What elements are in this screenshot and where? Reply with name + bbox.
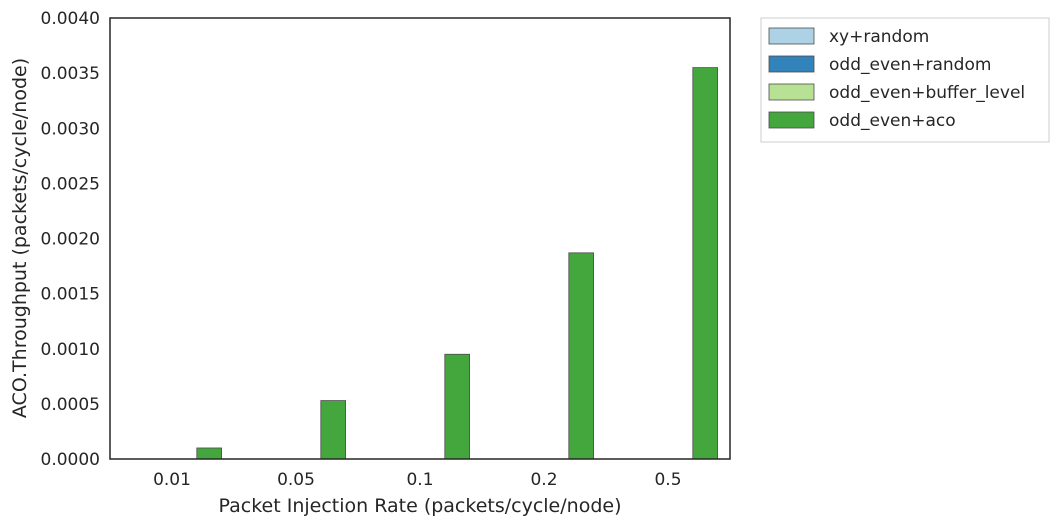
x-tick-label: 0.01 <box>153 470 191 490</box>
plot-frame <box>109 17 731 460</box>
bar-odd-even-aco <box>196 447 223 460</box>
y-tick-label: 0.0040 <box>41 9 100 29</box>
x-tick-label: 0.1 <box>406 470 433 490</box>
x-tick-label: 0.05 <box>277 470 315 490</box>
y-tick-label: 0.0005 <box>41 395 100 415</box>
bar-odd-even-aco <box>320 400 346 460</box>
y-tick-label: 0.0000 <box>41 450 100 470</box>
x-axis-label: Packet Injection Rate (packets/cycle/nod… <box>219 495 622 517</box>
bar-odd-even-aco <box>444 353 470 460</box>
legend-swatch <box>768 55 815 73</box>
y-tick-label: 0.0035 <box>41 64 100 84</box>
legend-swatch <box>768 83 815 101</box>
legend: xy+random odd_even+random odd_even+buffer_… <box>760 17 1050 143</box>
legend-label: odd_even+buffer_level <box>829 83 1025 103</box>
y-axis-ticks: 0.0000 0.0005 0.0010 0.0015 0.0020 0.0025 0.00… <box>41 9 100 470</box>
legend-label: odd_even+random <box>829 55 991 75</box>
x-tick-label: 0.5 <box>654 470 681 490</box>
legend-label: odd_even+aco <box>829 111 956 131</box>
y-tick-label: 0.0010 <box>41 340 100 360</box>
y-tick-label: 0.0030 <box>41 119 100 139</box>
y-tick-label: 0.0020 <box>41 230 100 250</box>
y-axis-label: ACO.Throughput (packets/cycle/node) <box>9 58 31 418</box>
y-tick-label: 0.0025 <box>41 174 100 194</box>
bars-layer <box>196 67 718 460</box>
legend-label: xy+random <box>829 27 929 47</box>
x-axis-ticks: 0.01 0.05 0.1 0.2 0.5 <box>153 470 681 490</box>
bar-odd-even-aco <box>692 67 718 460</box>
bar-odd-even-aco <box>568 252 594 460</box>
y-tick-label: 0.0015 <box>41 285 100 305</box>
legend-swatch <box>768 111 815 129</box>
x-tick-label: 0.2 <box>530 470 557 490</box>
legend-swatch <box>768 27 815 45</box>
